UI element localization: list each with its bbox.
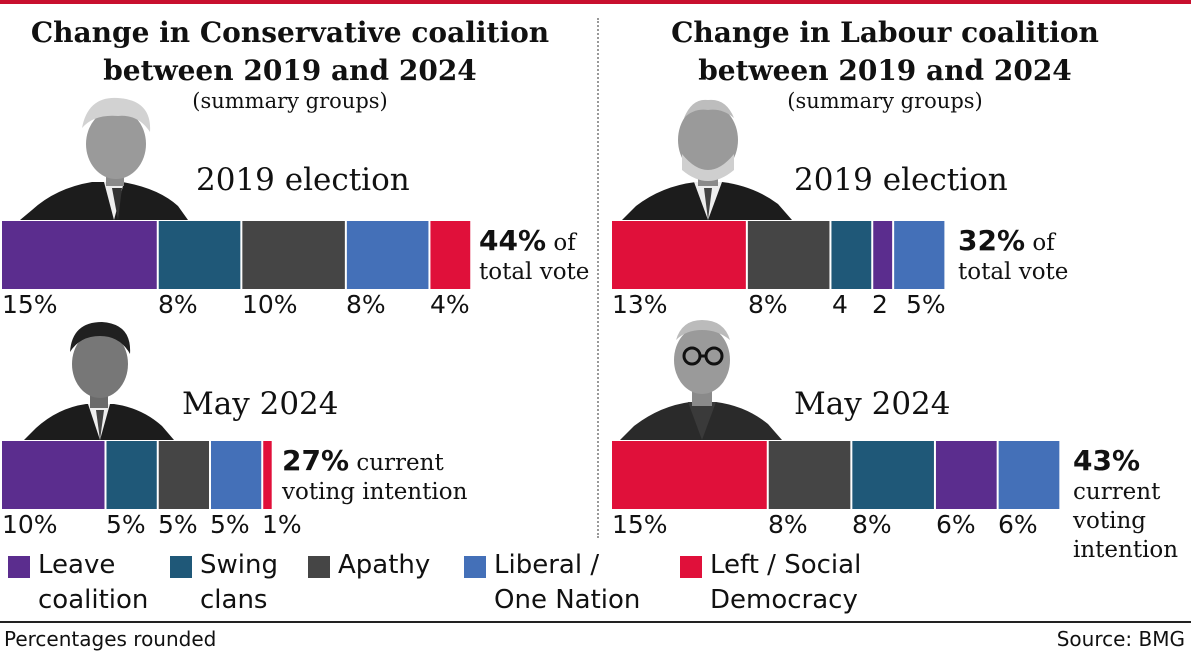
labour-2024-label: May 2024 xyxy=(794,386,951,422)
lab2024-apathy-label: 8% xyxy=(768,510,808,539)
labour-2019-bar xyxy=(612,221,945,289)
conservative-2019-bar xyxy=(2,221,471,289)
lab2024-segment-liberal xyxy=(998,441,1060,509)
conservative-2024-label: May 2024 xyxy=(182,386,339,422)
lab2024-segment-swing xyxy=(852,441,934,509)
lab2024-leave-label: 6% xyxy=(936,510,976,539)
con2019-segment-left xyxy=(430,221,471,289)
lab2019-segment-left xyxy=(612,221,746,289)
lab2019-segment-liberal xyxy=(894,221,945,289)
footer-source: Source: BMG xyxy=(1056,627,1185,651)
con2024-segment-liberal xyxy=(211,441,262,509)
con2019-segment-leave xyxy=(2,221,157,289)
labour-2024-bar xyxy=(612,441,1060,509)
con2024-segment-left xyxy=(263,441,272,509)
legend-swatch-left xyxy=(680,556,702,578)
labour-title-line1: Change in Labour coalition xyxy=(671,16,1099,49)
conservative-subtitle: (summary groups) xyxy=(192,89,388,113)
labour-2019-total-text: of total vote xyxy=(958,230,1069,285)
con2019-segment-liberal xyxy=(346,221,429,289)
conservative-2024-total-value: 27% xyxy=(282,444,350,477)
lab2019-segment-swing xyxy=(831,221,872,289)
labour-2019-label: 2019 election xyxy=(794,162,1008,198)
labour-chart-title: Change in Labour coalition between 2019 … xyxy=(600,14,1170,90)
conservative-2024-total: 27% current voting intention xyxy=(282,446,482,507)
legend-label-swing: Swing clans xyxy=(200,550,278,615)
boris-johnson-portrait xyxy=(20,97,188,220)
con2024-liberal-label: 5% xyxy=(210,510,250,539)
rishi-sunak-portrait xyxy=(24,322,174,440)
legend-swatch-apathy xyxy=(308,556,330,578)
legend-item-left: Left / Social Democracy xyxy=(680,548,900,618)
con2019-segment-apathy xyxy=(242,221,345,289)
conservative-2019-total-text: of total vote xyxy=(479,230,590,285)
lab2019-apathy-label: 8% xyxy=(748,290,788,319)
con2019-segment-swing xyxy=(158,221,241,289)
labour-2019-total: 32% of total vote xyxy=(958,226,1078,287)
conservative-2024-total-text: current voting intention xyxy=(282,450,468,505)
conservative-title-line2: between 2019 and 2024 xyxy=(103,54,477,87)
legend-item-swing: Swing clans xyxy=(170,548,290,618)
conservative-2024-bar xyxy=(2,441,272,509)
bottom-rule xyxy=(0,621,1191,623)
panel-divider xyxy=(597,18,599,538)
lab2024-segment-left xyxy=(612,441,767,509)
labour-2019-total-value: 32% xyxy=(958,224,1026,257)
labour-2024-total-text: current voting intention xyxy=(1073,479,1179,563)
lab2024-swing-label: 8% xyxy=(852,510,892,539)
lab2024-segment-leave xyxy=(935,441,997,509)
labour-2024-total: 43% current voting intention xyxy=(1073,446,1188,565)
lab2019-liberal-label: 5% xyxy=(906,290,946,319)
top-rule xyxy=(0,0,1191,4)
con2024-leave-label: 10% xyxy=(2,510,58,539)
legend-swatch-swing xyxy=(170,556,192,578)
legend-label-apathy: Apathy xyxy=(338,550,431,580)
con2024-segment-leave xyxy=(2,441,105,509)
conservative-2019-total: 44% of total vote xyxy=(479,226,597,287)
legend-label-left: Left / Social Democracy xyxy=(710,550,862,615)
legend-item-leave: Leave coalition xyxy=(8,548,158,618)
con2019-liberal-label: 8% xyxy=(346,290,386,319)
lab2019-left-label: 13% xyxy=(612,290,668,319)
legend-label-leave: Leave coalition xyxy=(38,550,149,615)
legend-swatch-leave xyxy=(8,556,30,578)
legend-swatch-liberal xyxy=(464,556,486,578)
labour-title-line2: between 2019 and 2024 xyxy=(698,54,1072,87)
con2024-segment-apathy xyxy=(158,441,209,509)
lab2024-left-label: 15% xyxy=(612,510,668,539)
legend-item-apathy: Apathy xyxy=(308,548,448,618)
labour-2024-total-value: 43% xyxy=(1073,444,1141,477)
lab2019-swing-label: 4 xyxy=(832,290,848,319)
labour-subtitle: (summary groups) xyxy=(787,89,983,113)
conservative-2019-label: 2019 election xyxy=(196,162,410,198)
conservative-2019-total-value: 44% xyxy=(479,224,547,257)
lab2019-segment-apathy xyxy=(747,221,830,289)
con2024-swing-label: 5% xyxy=(106,510,146,539)
legend-item-liberal: Liberal / One Nation xyxy=(464,548,654,618)
con2019-apathy-label: 10% xyxy=(242,290,298,319)
con2024-segment-swing xyxy=(106,441,157,509)
con2019-swing-label: 8% xyxy=(158,290,198,319)
con2019-left-label: 4% xyxy=(430,290,470,319)
con2024-apathy-label: 5% xyxy=(158,510,198,539)
conservative-title-line1: Change in Conservative coalition xyxy=(30,16,550,49)
lab2019-leave-label: 2 xyxy=(872,290,888,319)
lab2024-segment-apathy xyxy=(768,441,851,509)
keir-starmer-portrait xyxy=(620,320,782,440)
lab2024-liberal-label: 6% xyxy=(998,510,1038,539)
footer-note: Percentages rounded xyxy=(4,627,217,651)
con2024-left-label: 1% xyxy=(262,510,302,539)
jeremy-corbyn-portrait xyxy=(622,99,792,220)
conservative-chart-title: Change in Conservative coalition between… xyxy=(0,14,580,90)
con2019-leave-label: 15% xyxy=(2,290,58,319)
legend-label-liberal: Liberal / One Nation xyxy=(494,550,641,615)
lab2019-segment-leave xyxy=(873,221,893,289)
